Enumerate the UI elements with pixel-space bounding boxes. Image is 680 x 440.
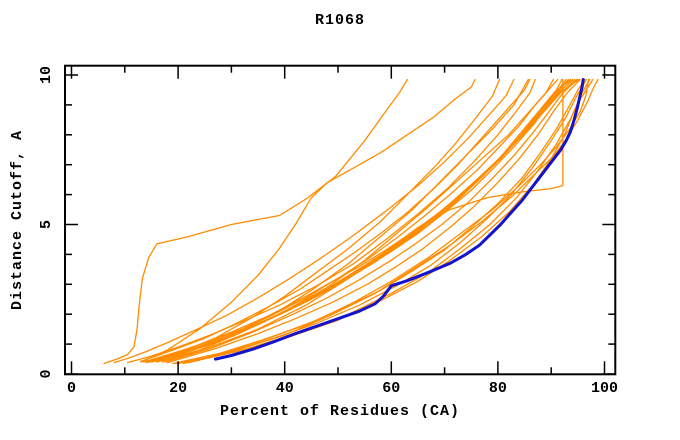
chart-title: R1068 (314, 12, 365, 29)
model-curve (113, 78, 515, 364)
y-tick-label: 0 (38, 369, 55, 378)
y-tick-label: 5 (38, 220, 55, 229)
model-curve (158, 78, 578, 362)
model-curve (174, 78, 586, 365)
x-tick-label: 40 (276, 380, 294, 397)
model-curve (177, 78, 588, 365)
model-curve (140, 78, 476, 363)
model-curve (161, 78, 580, 362)
model-curve (145, 78, 501, 363)
x-tick-label: 0 (67, 380, 76, 397)
model-curve (126, 78, 536, 364)
x-axis-title: Percent of Residues (CA) (219, 403, 461, 420)
x-tick-label: 20 (169, 380, 187, 397)
best-model-curve (213, 78, 585, 361)
model-curve (145, 78, 559, 363)
x-tick-label: 100 (591, 380, 618, 397)
x-tick-label: 80 (489, 380, 507, 397)
model-curve (164, 78, 578, 363)
model-curve (153, 78, 574, 363)
y-tick-label: 10 (38, 66, 55, 84)
plot-frame (64, 64, 617, 376)
model-curve (166, 78, 581, 364)
x-tick-label: 60 (382, 380, 400, 397)
model-curve (103, 78, 408, 365)
